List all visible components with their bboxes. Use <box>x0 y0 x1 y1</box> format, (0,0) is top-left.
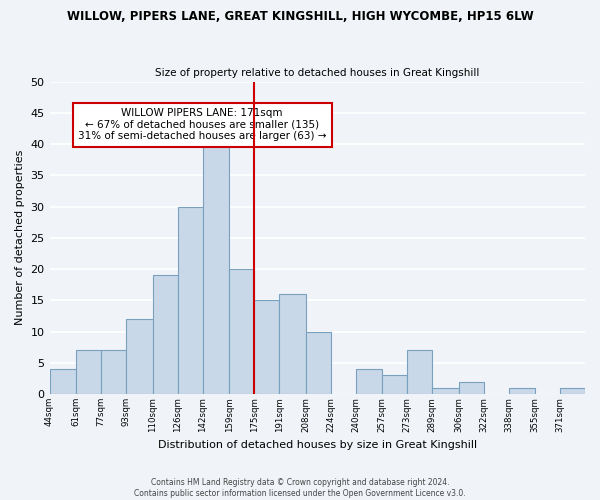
Text: WILLOW PIPERS LANE: 171sqm
← 67% of detached houses are smaller (135)
31% of sem: WILLOW PIPERS LANE: 171sqm ← 67% of deta… <box>78 108 326 142</box>
Y-axis label: Number of detached properties: Number of detached properties <box>15 150 25 326</box>
Bar <box>152 276 178 394</box>
Bar <box>509 388 535 394</box>
Bar <box>101 350 126 394</box>
Bar <box>279 294 305 394</box>
Text: Contains HM Land Registry data © Crown copyright and database right 2024.
Contai: Contains HM Land Registry data © Crown c… <box>134 478 466 498</box>
Title: Size of property relative to detached houses in Great Kingshill: Size of property relative to detached ho… <box>155 68 479 78</box>
Bar <box>356 369 382 394</box>
Bar <box>382 376 407 394</box>
Bar <box>432 388 458 394</box>
Bar <box>305 332 331 394</box>
Bar <box>50 369 76 394</box>
Bar <box>254 300 279 394</box>
Bar <box>458 382 484 394</box>
Bar <box>76 350 101 394</box>
Bar <box>407 350 432 394</box>
Bar <box>229 269 254 394</box>
Bar <box>203 132 229 394</box>
Bar <box>126 319 152 394</box>
Bar <box>560 388 585 394</box>
Text: WILLOW, PIPERS LANE, GREAT KINGSHILL, HIGH WYCOMBE, HP15 6LW: WILLOW, PIPERS LANE, GREAT KINGSHILL, HI… <box>67 10 533 23</box>
Bar <box>178 206 203 394</box>
X-axis label: Distribution of detached houses by size in Great Kingshill: Distribution of detached houses by size … <box>158 440 477 450</box>
